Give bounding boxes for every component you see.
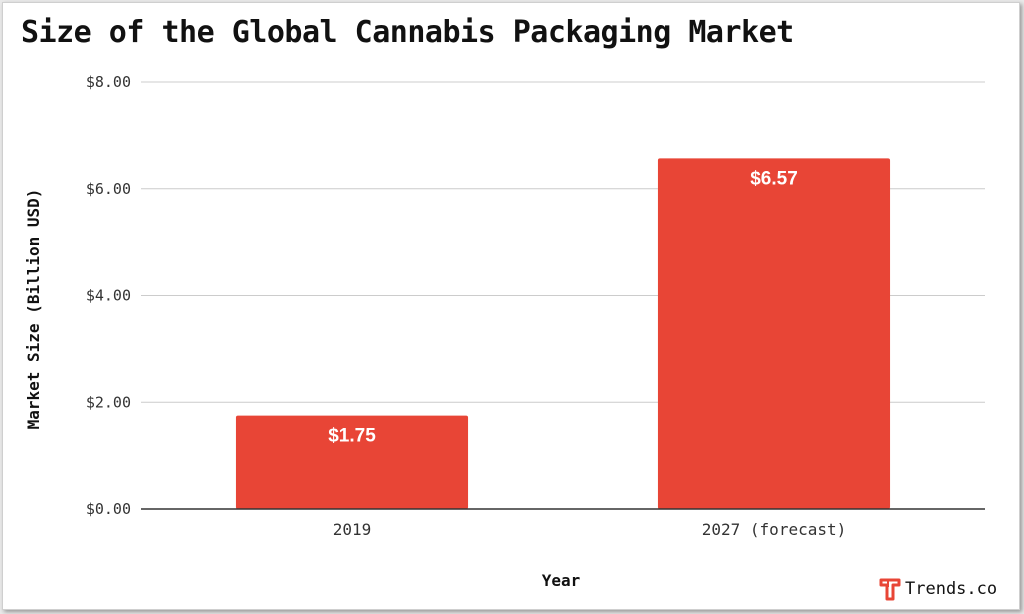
x-tick-label: 2019 (333, 520, 372, 539)
data-label: $1.75 (328, 426, 376, 447)
x-tick-label: 2027 (forecast) (702, 520, 847, 539)
y-tick-label: $4.00 (86, 287, 131, 305)
trends-logo-icon (879, 578, 901, 601)
bar (235, 415, 469, 509)
bar-chart: $0.00 $2.00 $4.00 $6.00 $8.00 $1.75 2019 $6.57 2… (24, 73, 985, 590)
brand-name: Trends.co (905, 579, 998, 599)
y-tick-label: $2.00 (86, 393, 131, 411)
y-tick-label: $6.00 (86, 180, 131, 198)
bar (657, 158, 891, 510)
y-axis-title: Market Size (Billion USD) (24, 189, 43, 430)
x-axis-title: Year (542, 571, 581, 590)
y-tick-label: $8.00 (86, 73, 131, 91)
brand-logo: Trends.co (879, 574, 997, 604)
chart-title: Size of the Global Cannabis Packaging Ma… (21, 15, 794, 50)
y-tick-label: $0.00 (86, 500, 131, 518)
data-label: $6.57 (750, 168, 798, 189)
